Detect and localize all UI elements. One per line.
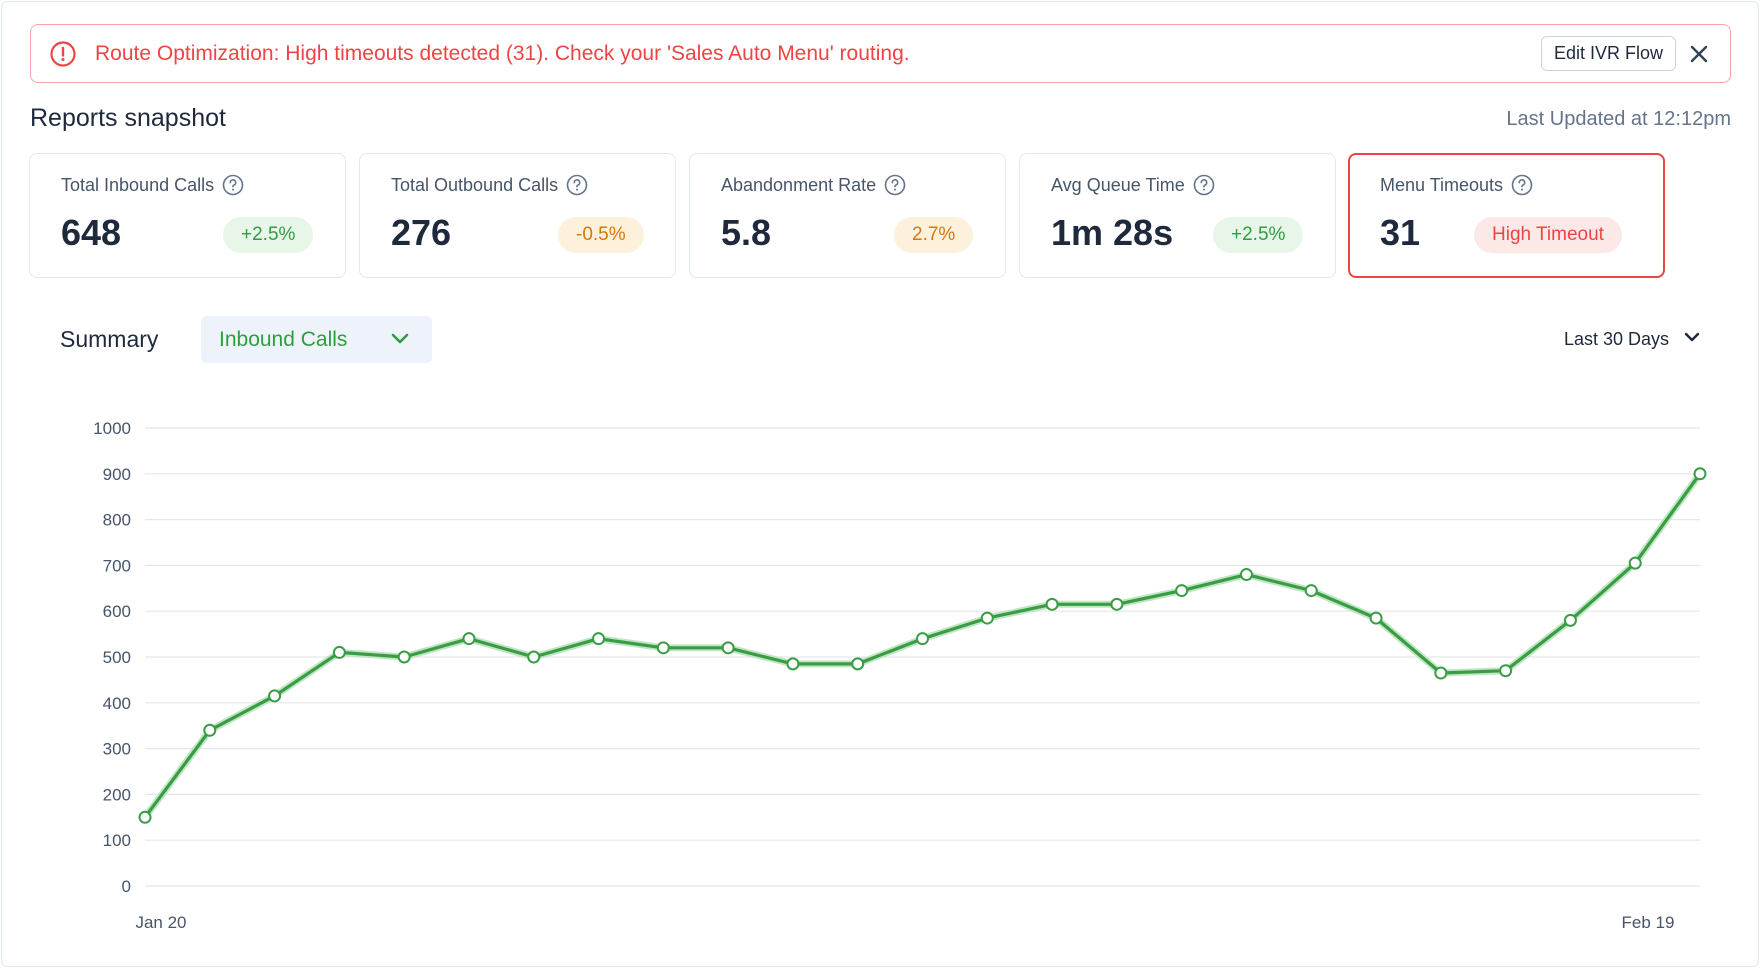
data-point (1693, 467, 1707, 481)
last-updated: Last Updated at 12:12pm (1506, 108, 1731, 130)
data-point (397, 650, 411, 664)
y-tick-label: 200 (103, 785, 131, 804)
series-line-glow (141, 470, 1704, 821)
data-point (203, 723, 217, 737)
data-point (916, 632, 929, 646)
y-tick-label: 1000 (93, 419, 131, 438)
data-point (1239, 568, 1253, 582)
data-point (462, 632, 476, 646)
trend-badge: +2.5% (1213, 217, 1304, 253)
card-label: Menu Timeouts (1380, 174, 1504, 195)
card-total-outbound-calls[interactable]: Total Outbound Calls 276 -0.5% (359, 153, 676, 278)
data-point (786, 657, 800, 671)
help-icon[interactable] (566, 174, 588, 196)
data-point (656, 641, 670, 655)
card-value: 1m 28s (1051, 212, 1174, 253)
trend-badge: 2.7% (894, 217, 974, 253)
status-badge: High Timeout (1474, 217, 1622, 253)
y-tick-label: 100 (103, 831, 131, 850)
data-point (1110, 597, 1124, 611)
card-value: 31 (1380, 212, 1421, 253)
close-icon[interactable] (1684, 39, 1714, 69)
metric-select-value: Inbound Calls (219, 327, 348, 351)
data-point (851, 657, 865, 671)
data-point (1563, 613, 1577, 627)
date-range-value: Last 30 Days (1563, 329, 1669, 349)
card-menu-timeouts[interactable]: Menu Timeouts 31 High Timeout (1348, 153, 1665, 278)
summary-label: Summary (60, 326, 159, 352)
card-label: Total Outbound Calls (391, 174, 559, 195)
help-icon[interactable] (884, 174, 906, 196)
card-value: 276 (391, 212, 452, 253)
chevron-down-icon (390, 329, 410, 355)
y-tick-label: 600 (103, 602, 131, 621)
data-point (1499, 664, 1513, 678)
series-line (143, 472, 1702, 819)
alert-prefix: Route Optimization: (95, 41, 280, 65)
data-point (721, 641, 735, 655)
data-point (1304, 584, 1318, 598)
metric-select[interactable]: Inbound Calls (201, 316, 432, 363)
trend-badge: -0.5% (558, 217, 644, 253)
chevron-down-icon (1683, 328, 1701, 351)
data-point (1628, 556, 1642, 570)
route-optimization-alert: Route Optimization: High timeouts detect… (30, 24, 1731, 83)
date-range-select[interactable]: Last 30 Days (1564, 328, 1701, 351)
alert-body: High timeouts detected (31). Check your … (279, 41, 910, 65)
data-point (138, 810, 152, 824)
data-point (1369, 611, 1383, 625)
x-tick-label: Jan 20 (135, 913, 186, 932)
y-tick-label: 0 (122, 877, 131, 896)
data-point (1045, 597, 1059, 611)
help-icon[interactable] (1193, 174, 1215, 196)
card-label: Abandonment Rate (721, 174, 877, 195)
data-point (332, 645, 346, 659)
y-tick-label: 400 (103, 694, 131, 713)
data-point (980, 611, 994, 625)
card-value: 5.8 (721, 212, 772, 253)
help-icon[interactable] (1511, 174, 1533, 196)
card-avg-queue-time[interactable]: Avg Queue Time 1m 28s +2.5% (1019, 153, 1336, 278)
data-point (1434, 666, 1448, 680)
page-title: Reports snapshot (30, 104, 226, 132)
alert-message: Route Optimization: High timeouts detect… (95, 42, 910, 66)
help-icon[interactable] (222, 174, 244, 196)
card-label: Total Inbound Calls (61, 174, 215, 195)
card-value: 648 (61, 212, 122, 253)
card-label: Avg Queue Time (1051, 174, 1185, 195)
data-point (592, 632, 606, 646)
card-total-inbound-calls[interactable]: Total Inbound Calls 648 +2.5% (29, 153, 346, 278)
y-tick-label: 300 (103, 740, 131, 759)
edit-ivr-flow-button[interactable]: Edit IVR Flow (1540, 36, 1676, 71)
trend-badge: +2.5% (223, 217, 314, 253)
card-abandonment-rate[interactable]: Abandonment Rate 5.8 2.7% (689, 153, 1006, 278)
y-tick-label: 900 (103, 465, 131, 484)
y-tick-label: 500 (103, 648, 131, 667)
data-point (268, 689, 282, 703)
y-tick-label: 700 (103, 556, 131, 575)
data-point (1175, 584, 1189, 598)
y-tick-label: 800 (103, 511, 131, 530)
alert-circle-icon (49, 40, 77, 68)
x-tick-label: Feb 19 (1622, 913, 1675, 932)
data-point (527, 650, 541, 664)
